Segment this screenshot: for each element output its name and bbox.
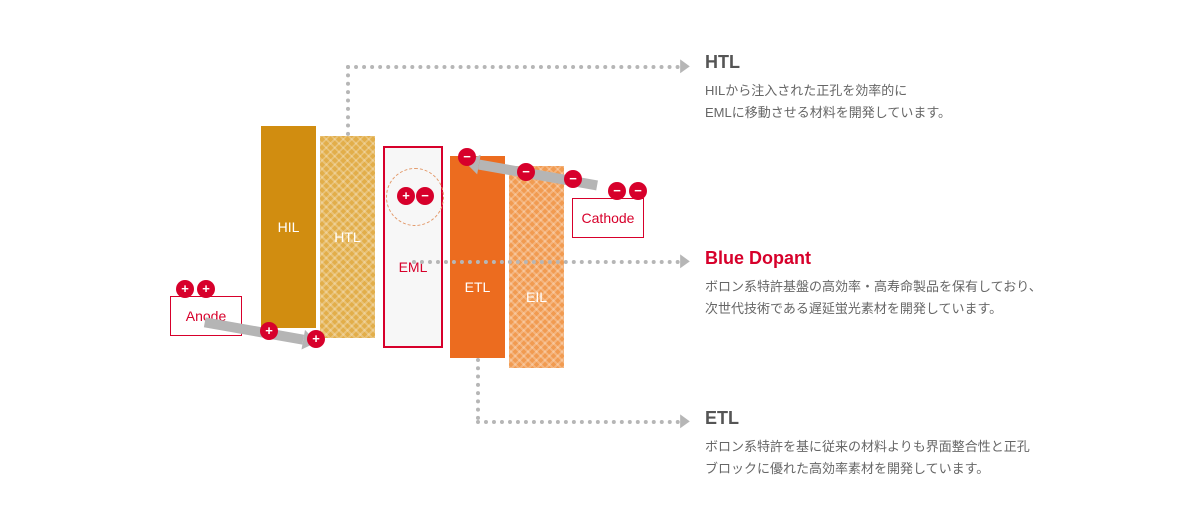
- chevron-right-icon: ▶: [680, 411, 690, 429]
- chevron-right-icon: ▶: [680, 251, 690, 269]
- cathode-label: Cathode: [582, 210, 635, 226]
- oled-layer-diagram: HIL HTL EML ETL EIL Anode Cathode + + + …: [0, 0, 1196, 526]
- layer-etl: ETL: [450, 156, 505, 358]
- charge-minus: −: [517, 163, 535, 181]
- callout-htl-text: HILから注入された正孔を効率的に EMLに移動させる材料を開発しています。: [705, 80, 1065, 124]
- exciton-circle: [386, 168, 444, 226]
- charge-minus: −: [608, 182, 626, 200]
- charge-plus: +: [197, 280, 215, 298]
- charge-minus: −: [564, 170, 582, 188]
- charge-minus: −: [416, 187, 434, 205]
- charge-plus: +: [397, 187, 415, 205]
- charge-minus: −: [629, 182, 647, 200]
- connector-line: [476, 358, 480, 420]
- connector-line: [476, 420, 680, 424]
- callout-blue-title: Blue Dopant: [705, 248, 811, 269]
- layer-htl-label: HTL: [334, 229, 360, 245]
- connector-line: [346, 65, 350, 136]
- callout-etl-title: ETL: [705, 408, 739, 429]
- charge-plus: +: [176, 280, 194, 298]
- charge-minus: −: [458, 148, 476, 166]
- connector-line: [412, 260, 680, 264]
- charge-plus: +: [260, 322, 278, 340]
- layer-hil: HIL: [261, 126, 316, 328]
- callout-etl-text: ボロン系特許を基に従来の材料よりも界面整合性と正孔 ブロックに優れた高効率素材を…: [705, 436, 1125, 480]
- layer-eil: EIL: [509, 166, 564, 368]
- callout-blue-text: ボロン系特許基盤の高効率・高寿命製品を保有しており、 次世代技術である遅延蛍光素…: [705, 276, 1125, 320]
- callout-htl-title: HTL: [705, 52, 740, 73]
- connector-line: [346, 65, 680, 69]
- layer-hil-label: HIL: [278, 219, 300, 235]
- electrode-cathode: Cathode: [572, 198, 644, 238]
- chevron-right-icon: ▶: [680, 56, 690, 74]
- layer-htl: HTL: [320, 136, 375, 338]
- layer-eil-label: EIL: [526, 289, 547, 305]
- layer-etl-label: ETL: [465, 279, 491, 295]
- charge-plus: +: [307, 330, 325, 348]
